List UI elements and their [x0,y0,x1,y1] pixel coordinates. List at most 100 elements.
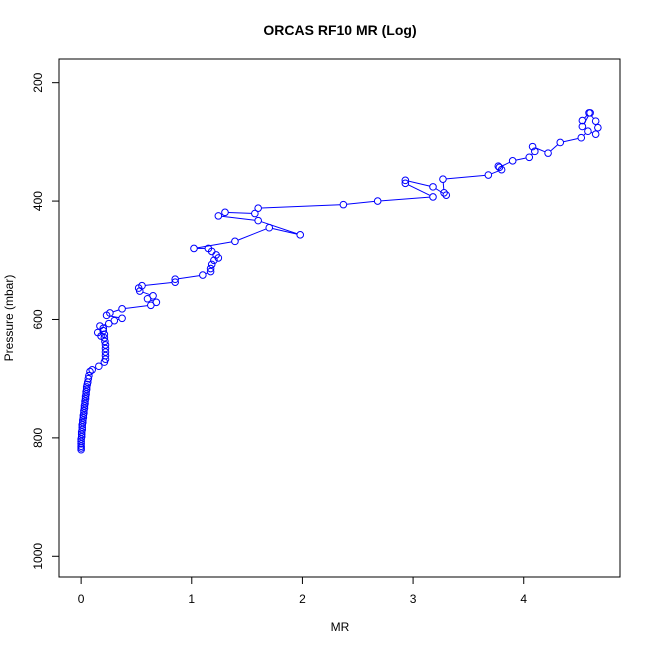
series-segment [272,227,298,235]
series-segment [178,275,200,280]
y-tick-label: 400 [31,191,45,211]
data-point [88,366,96,374]
series-segment [435,188,444,194]
y-axis: 200 400 600 800 1000 [31,72,60,570]
x-tick-label: 0 [78,592,85,606]
data-point [190,244,198,253]
data-point [591,117,600,125]
data-point [578,122,587,131]
series-segment [563,137,579,143]
series-segment [584,115,588,119]
data-point [484,171,493,179]
data-point [254,216,262,225]
series-segment [142,291,151,296]
data-point [118,305,126,313]
data-point [207,260,216,269]
data-point [265,223,274,232]
data-point [440,188,448,197]
data-point [101,337,109,346]
data-point [118,314,126,323]
data-point [251,209,259,218]
data-point [591,130,600,138]
data-point [544,149,552,157]
data-point [584,127,592,136]
x-tick-label: 1 [188,592,195,606]
data-point [101,344,110,353]
series-segment [261,221,298,235]
series-segment [583,115,589,124]
data-point [254,204,262,212]
data-point [81,395,90,403]
data-point [79,413,88,422]
series-segment [380,196,430,202]
data-point [85,371,93,380]
data-point [96,322,104,330]
data-point [84,374,93,383]
data-point [77,432,86,441]
data-point [97,332,105,340]
data-point [214,212,223,220]
y-tick-label: 1000 [31,543,45,570]
data-point [231,237,239,246]
data-point [577,133,586,142]
data-point [373,197,382,205]
data-point [206,264,215,273]
series-segment [221,215,255,221]
data-point [528,142,537,151]
data-point [82,390,90,398]
data-point [495,163,504,172]
x-tick-label: 4 [520,592,527,606]
y-tick-label: 200 [31,72,45,92]
data-point [439,175,447,183]
data-point [401,176,410,185]
series-segment [237,228,267,241]
series-segment [408,180,430,187]
data-point [138,281,146,290]
data-point [77,440,85,448]
data-point [429,183,437,191]
y-tick-label: 600 [31,309,45,329]
data-point [101,355,110,363]
series-segment [442,182,445,190]
data-point [204,244,213,253]
data-point [508,157,517,165]
data-point [171,278,179,286]
data-point [77,437,85,446]
x-tick-label: 2 [299,592,306,606]
data-point [81,399,89,408]
data-point [110,316,119,325]
data-point [101,351,110,360]
series-segment [145,282,172,286]
data-point [106,309,114,317]
data-point [525,153,534,162]
y-axis-label: Pressure (mbar) [2,275,16,362]
series-segment [502,161,510,167]
data-point [82,385,91,394]
data-point [101,348,110,356]
data-point [594,123,602,132]
data-point [77,430,86,439]
data-point [78,418,87,427]
data-point [80,404,89,413]
series-segment [491,170,499,175]
data-point [578,116,587,125]
data-point [78,425,87,434]
data-point [494,162,503,170]
series-segment [228,211,252,214]
data-point [429,193,437,201]
data-point [149,292,157,300]
data-point [80,409,88,417]
x-axis-label: MR [331,620,350,634]
series-segment [346,200,375,205]
y-tick-label: 800 [31,428,45,448]
x-tick-label: 3 [410,592,417,606]
series-points [77,109,602,454]
data-point [442,191,451,199]
series-segment [408,184,431,196]
data-point [221,208,229,217]
series-segment [197,241,232,249]
data-point [101,341,110,349]
series-line [94,115,598,369]
chart-title: ORCAS RF10 MR (Log) [263,22,416,38]
